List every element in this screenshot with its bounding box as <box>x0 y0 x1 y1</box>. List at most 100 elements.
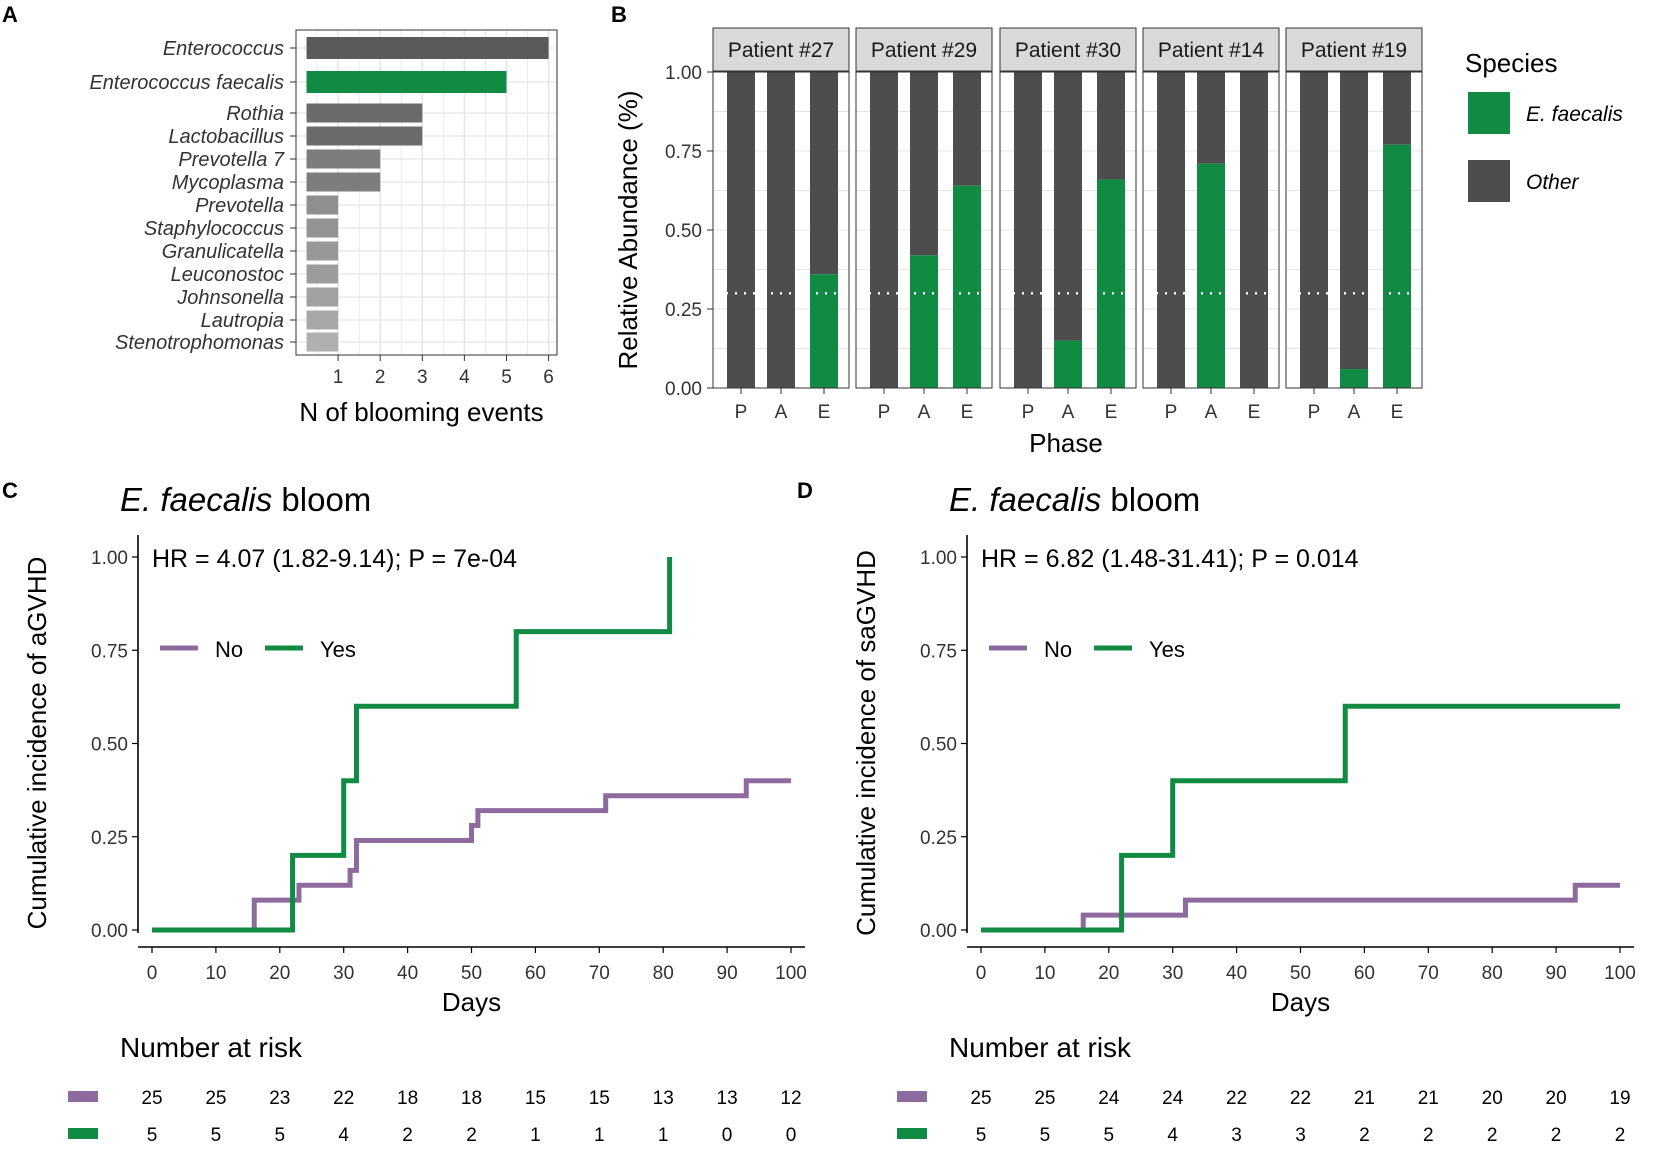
panel-a-x-tick-label: 1 <box>333 367 344 388</box>
panel-b-facet-label: Patient #30 <box>1015 39 1121 62</box>
risk-table-value: 22 <box>333 1088 354 1109</box>
risk-table-value: 1 <box>530 1125 541 1146</box>
panel-b-bar-e-faecalis <box>1383 144 1411 388</box>
panel-b-legend-label: Other <box>1526 171 1580 194</box>
km-x-tick-label: 80 <box>653 963 674 984</box>
panel-b-bar-e-faecalis <box>953 185 981 388</box>
km-x-tick-label: 90 <box>1546 963 1567 984</box>
panel-b-legend-key <box>1468 160 1510 202</box>
km-x-tick-label: 50 <box>461 963 482 984</box>
km-curve-no <box>981 882 1620 933</box>
risk-table-value: 22 <box>1226 1088 1247 1109</box>
risk-table-value: 13 <box>717 1088 738 1109</box>
panel-b-phase-label: P <box>735 402 748 423</box>
panel-b-phase-label: A <box>1205 402 1218 423</box>
panel-a-bar-chart: Enterococcus Enterococcus faecalis RothiaL… <box>89 29 558 427</box>
panel-b-y-tick-label: 0.50 <box>665 221 702 242</box>
panel-a-x-tick-label: 5 <box>501 367 512 388</box>
panel-b-bar-e-faecalis <box>1097 179 1125 388</box>
panel-a-category-label: Prevotella 7 <box>178 149 284 171</box>
km-legend-label: Yes <box>320 637 356 662</box>
risk-table-value: 12 <box>780 1088 801 1109</box>
km-y-tick-label: 0.00 <box>920 921 957 942</box>
km-x-tick-label: 20 <box>1098 963 1119 984</box>
risk-table-value: 25 <box>970 1088 991 1109</box>
panel-b-bar-other <box>810 72 838 275</box>
panel-b-facet-label: Patient #29 <box>871 39 977 62</box>
km-x-tick-label: 90 <box>717 963 738 984</box>
km-title-italic: E. faecalis <box>120 481 272 518</box>
km-x-tick-label: 100 <box>1604 963 1636 984</box>
km-y-tick-label: 1.00 <box>91 548 128 569</box>
panel-b-facet-frame <box>855 71 993 389</box>
panel-b-phase-label: E <box>1391 402 1404 423</box>
km-y-tick-label: 0.50 <box>91 735 128 756</box>
panel-b-bar-e-faecalis <box>1340 369 1368 388</box>
risk-table-row-key <box>68 1128 98 1139</box>
risk-table-value: 0 <box>722 1125 733 1146</box>
panel-a-category-label: Johnsonella <box>176 287 284 309</box>
panel-a-x-axis-title: N of blooming events <box>299 397 543 427</box>
panel-a-bar <box>306 71 507 93</box>
km-x-axis-title: Days <box>442 987 501 1017</box>
panel-b-phase-label: P <box>1022 402 1035 423</box>
risk-table-value: 13 <box>653 1088 674 1109</box>
km-x-tick-label: 20 <box>269 963 290 984</box>
risk-table-row-key <box>68 1091 98 1102</box>
panel-a-x-tick-label: 4 <box>459 367 470 388</box>
km-x-axis-title: Days <box>1271 987 1330 1017</box>
panel-a-bar <box>306 126 423 146</box>
risk-table-value: 2 <box>1551 1125 1562 1146</box>
panel-a-bar <box>306 264 339 284</box>
km-y-tick-label: 0.75 <box>91 641 128 662</box>
risk-table-value: 21 <box>1354 1088 1375 1109</box>
panel-a-frame <box>295 29 558 356</box>
panel-b-phase-label: E <box>1105 402 1118 423</box>
panel-b-facet-strip <box>1285 27 1423 72</box>
risk-table-value: 3 <box>1231 1125 1242 1146</box>
panel-c-km-plot: E. faecalis bloom HR = 4.07 (1.82-9.14); … <box>22 481 807 1146</box>
panel-a-bar <box>306 103 423 123</box>
panel-a-category-label: Lactobacillus <box>168 126 284 148</box>
panel-a-bar <box>306 310 339 330</box>
km-y-axis-title: Cumulative incidence of aGVHD <box>22 557 52 930</box>
km-y-tick-label: 0.25 <box>91 828 128 849</box>
panel-b-phase-label: A <box>918 402 931 423</box>
risk-table-value: 1 <box>594 1125 605 1146</box>
panel-b-phase-label: A <box>1062 402 1075 423</box>
panel-a-bar <box>306 195 339 215</box>
panel-a-bar <box>306 218 339 238</box>
risk-table-value: 23 <box>269 1088 290 1109</box>
km-x-tick-label: 10 <box>1034 963 1055 984</box>
panel-b-phase-label: A <box>1348 402 1361 423</box>
km-hazard-ratio-annotation: HR = 4.07 (1.82-9.14); P = 7e-04 <box>152 545 517 573</box>
panel-letter-a: A <box>2 2 18 27</box>
panel-b-x-axis-title: Phase <box>1029 428 1103 458</box>
km-curve-yes <box>152 557 673 933</box>
panel-b-bar-other <box>1383 72 1411 145</box>
risk-table-value: 22 <box>1290 1088 1311 1109</box>
km-y-tick-label: 0.00 <box>91 921 128 942</box>
panel-b-phase-label: P <box>1165 402 1178 423</box>
panel-a-category-label: Enterococcus faecalis <box>89 72 284 94</box>
panel-a-category-label: Rothia <box>226 103 284 125</box>
panel-b-facet-frame <box>999 71 1137 389</box>
panel-b-phase-label: P <box>878 402 891 423</box>
panel-b-phase-label: A <box>775 402 788 423</box>
panel-b-bar-other <box>1014 72 1042 388</box>
panel-b-bar-other <box>767 72 795 388</box>
panel-b-facet-strip <box>712 27 850 72</box>
panel-b-facet-frame <box>1285 71 1423 389</box>
panel-b-facet-label: Patient #27 <box>728 39 834 62</box>
km-y-tick-label: 0.50 <box>920 735 957 756</box>
panel-b-bar-e-faecalis <box>810 274 838 388</box>
panel-b-y-tick-label: 1.00 <box>665 63 702 84</box>
risk-table-value: 25 <box>205 1088 226 1109</box>
risk-table-value: 25 <box>1034 1088 1055 1109</box>
panel-b-facet-label: Patient #19 <box>1301 39 1407 62</box>
km-x-tick-label: 40 <box>1226 963 1247 984</box>
risk-table-value: 0 <box>786 1125 797 1146</box>
panel-b-phase-label: P <box>1308 402 1321 423</box>
panel-a-category-label: Enterococcus <box>163 38 284 60</box>
panel-b-legend-key <box>1468 92 1510 134</box>
